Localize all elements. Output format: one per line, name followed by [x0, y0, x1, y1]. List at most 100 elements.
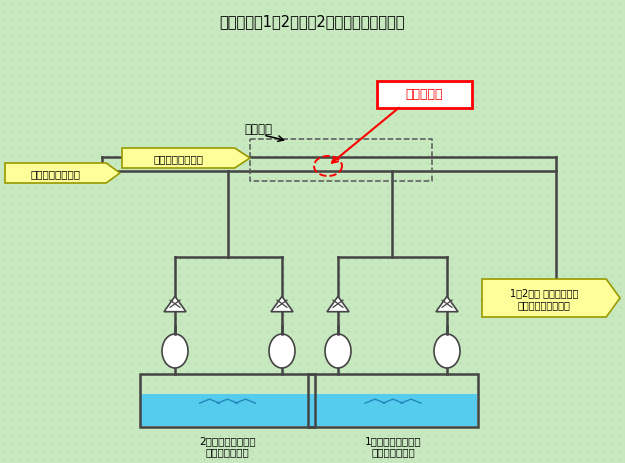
Point — [487, 160, 497, 167]
Point — [15, 415, 25, 423]
Point — [503, 0, 513, 8]
Polygon shape — [271, 297, 293, 312]
Point — [471, 152, 481, 159]
Point — [383, 447, 393, 455]
Point — [455, 64, 465, 72]
Point — [7, 415, 17, 423]
Point — [559, 423, 569, 431]
Ellipse shape — [269, 334, 295, 368]
Point — [503, 144, 513, 151]
Point — [319, 447, 329, 455]
Point — [199, 72, 209, 80]
Point — [215, 48, 225, 56]
Text: 総合排水処理装置: 総合排水処理装置 — [31, 169, 81, 179]
Point — [535, 280, 545, 287]
Point — [255, 304, 265, 311]
Point — [535, 272, 545, 279]
Point — [103, 344, 113, 351]
Point — [383, 0, 393, 8]
Point — [391, 80, 401, 88]
Point — [575, 24, 585, 31]
Point — [527, 264, 537, 271]
Point — [279, 0, 289, 8]
Point — [95, 56, 105, 63]
Point — [575, 32, 585, 40]
Point — [511, 423, 521, 431]
Point — [487, 351, 497, 359]
Point — [487, 232, 497, 239]
Point — [583, 415, 593, 423]
Point — [543, 375, 553, 383]
Point — [535, 160, 545, 167]
Point — [391, 200, 401, 207]
Point — [199, 407, 209, 415]
Point — [543, 391, 553, 399]
Point — [391, 184, 401, 191]
Point — [479, 272, 489, 279]
Point — [487, 24, 497, 31]
Point — [47, 104, 57, 112]
Point — [31, 120, 41, 127]
Point — [159, 216, 169, 223]
Point — [503, 224, 513, 231]
Point — [471, 40, 481, 48]
Point — [231, 351, 241, 359]
Point — [111, 232, 121, 239]
Point — [567, 432, 577, 439]
Point — [415, 351, 425, 359]
Point — [143, 104, 153, 112]
Point — [271, 24, 281, 31]
Point — [95, 184, 105, 191]
Point — [383, 32, 393, 40]
Point — [111, 447, 121, 455]
Point — [103, 216, 113, 223]
Point — [119, 455, 129, 463]
Point — [615, 304, 625, 311]
Point — [599, 328, 609, 335]
Point — [95, 24, 105, 31]
Point — [479, 208, 489, 215]
Point — [231, 168, 241, 175]
Point — [511, 319, 521, 327]
Point — [119, 328, 129, 335]
Point — [503, 296, 513, 303]
Point — [303, 351, 313, 359]
Point — [311, 8, 321, 16]
Point — [119, 72, 129, 80]
Point — [175, 184, 185, 191]
Point — [31, 288, 41, 295]
Point — [79, 32, 89, 40]
Point — [239, 336, 249, 343]
Point — [615, 344, 625, 351]
Point — [279, 423, 289, 431]
Point — [367, 88, 377, 95]
Point — [607, 319, 617, 327]
Point — [519, 232, 529, 239]
Point — [79, 359, 89, 367]
Point — [527, 248, 537, 255]
Point — [367, 432, 377, 439]
Point — [431, 400, 441, 407]
Point — [215, 272, 225, 279]
Point — [199, 56, 209, 63]
Point — [551, 168, 561, 175]
Point — [503, 359, 513, 367]
Point — [535, 24, 545, 31]
Point — [247, 336, 257, 343]
Point — [0, 72, 9, 80]
Point — [87, 359, 97, 367]
Point — [503, 368, 513, 375]
Point — [239, 208, 249, 215]
Point — [415, 296, 425, 303]
Point — [511, 136, 521, 144]
Point — [511, 56, 521, 63]
Point — [0, 24, 9, 31]
Point — [103, 200, 113, 207]
Point — [599, 80, 609, 88]
Point — [527, 375, 537, 383]
Point — [119, 16, 129, 24]
Point — [535, 96, 545, 104]
Point — [7, 152, 17, 159]
Point — [575, 407, 585, 415]
Point — [439, 336, 449, 343]
